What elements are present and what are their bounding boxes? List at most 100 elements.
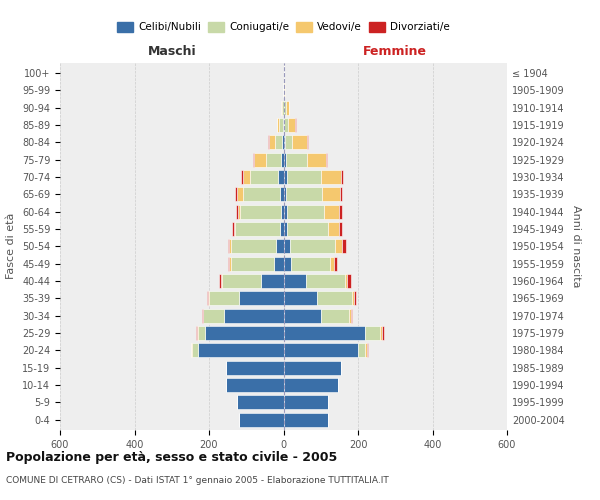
Bar (345, 274, 347, 288)
Bar (269, 136, 275, 149)
Bar (198, 326, 205, 340)
Bar (284, 274, 306, 288)
Bar (283, 84, 284, 97)
Bar (209, 292, 239, 305)
Bar (292, 136, 307, 149)
Bar (208, 292, 209, 305)
Bar (284, 100, 286, 114)
Bar (284, 292, 317, 305)
Bar (334, 256, 337, 270)
Bar (284, 344, 358, 357)
Bar (286, 100, 289, 114)
Bar (354, 292, 356, 305)
Bar (326, 152, 327, 166)
Bar (317, 292, 352, 305)
Bar (227, 240, 229, 253)
Bar (365, 326, 380, 340)
Legend: Celibi/Nubili, Coniugati/e, Vedovi/e, Divorziati/e: Celibi/Nubili, Coniugati/e, Vedovi/e, Di… (113, 18, 454, 36)
Bar (340, 204, 343, 218)
Bar (234, 222, 235, 236)
Bar (278, 170, 284, 184)
Bar (287, 222, 328, 236)
Bar (367, 344, 368, 357)
Bar (207, 292, 208, 305)
Bar (281, 204, 284, 218)
Text: Maschi: Maschi (148, 45, 196, 58)
Bar (239, 292, 284, 305)
Bar (198, 344, 284, 357)
Bar (237, 396, 284, 409)
Bar (284, 412, 328, 426)
Bar (280, 188, 284, 201)
Text: COMUNE DI CETRARO (CS) - Dati ISTAT 1° gennaio 2005 - Elaborazione TUTTITALIA.IT: COMUNE DI CETRARO (CS) - Dati ISTAT 1° g… (6, 476, 389, 485)
Bar (347, 274, 350, 288)
Bar (241, 170, 242, 184)
Bar (250, 170, 278, 184)
Bar (192, 344, 198, 357)
Bar (382, 326, 384, 340)
Bar (284, 204, 287, 218)
Bar (343, 240, 346, 253)
Bar (279, 118, 283, 132)
Bar (221, 274, 222, 288)
Bar (287, 204, 325, 218)
Bar (229, 256, 232, 270)
Bar (226, 360, 284, 374)
Bar (229, 240, 232, 253)
Bar (284, 136, 285, 149)
Bar (284, 378, 338, 392)
Bar (286, 188, 322, 201)
Bar (227, 256, 229, 270)
Bar (232, 222, 234, 236)
Bar (328, 222, 340, 236)
Y-axis label: Anni di nascita: Anni di nascita (571, 205, 581, 288)
Bar (266, 152, 281, 166)
Text: Femmine: Femmine (363, 45, 427, 58)
Bar (307, 152, 326, 166)
Bar (239, 204, 281, 218)
Bar (340, 188, 343, 201)
Bar (202, 308, 203, 322)
Bar (284, 170, 287, 184)
Bar (253, 152, 254, 166)
Bar (284, 396, 328, 409)
Bar (365, 344, 367, 357)
Bar (224, 308, 284, 322)
Bar (288, 118, 295, 132)
Bar (282, 136, 284, 149)
Bar (236, 204, 238, 218)
Bar (261, 274, 284, 288)
Bar (321, 308, 349, 322)
Bar (284, 188, 286, 201)
Bar (284, 326, 365, 340)
Bar (226, 378, 284, 392)
Bar (284, 256, 291, 270)
Bar (286, 152, 307, 166)
Bar (350, 308, 352, 322)
Bar (222, 274, 261, 288)
Bar (274, 256, 284, 270)
Bar (254, 152, 266, 166)
Bar (235, 188, 237, 201)
Bar (284, 118, 288, 132)
Bar (281, 152, 284, 166)
Bar (197, 326, 198, 340)
Bar (276, 240, 284, 253)
Bar (203, 308, 224, 322)
Bar (307, 136, 308, 149)
Bar (205, 326, 284, 340)
Bar (281, 100, 284, 114)
Bar (284, 152, 286, 166)
Bar (275, 136, 282, 149)
Bar (306, 274, 345, 288)
Bar (277, 118, 279, 132)
Bar (330, 256, 334, 270)
Bar (349, 308, 350, 322)
Bar (191, 344, 192, 357)
Bar (335, 240, 343, 253)
Bar (232, 256, 274, 270)
Bar (284, 360, 341, 374)
Bar (242, 188, 280, 201)
Bar (340, 222, 343, 236)
Bar (284, 308, 321, 322)
